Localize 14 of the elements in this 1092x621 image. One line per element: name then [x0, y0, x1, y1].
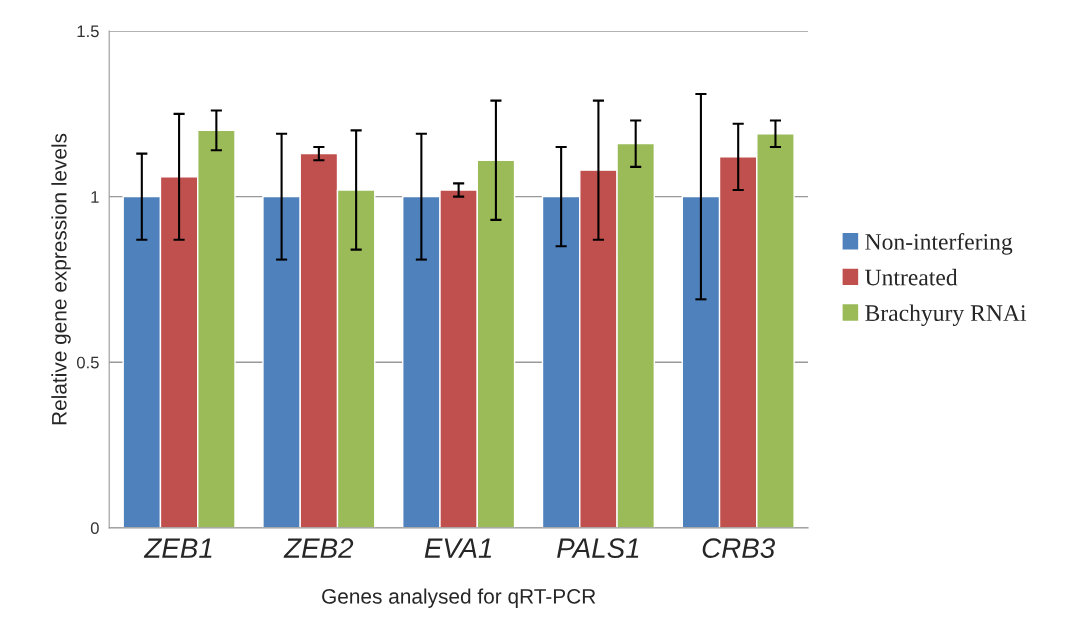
y-tick-label: 0	[90, 522, 99, 535]
x-tick-label: ZEB2	[283, 538, 354, 558]
y-axis-title: Relative gene expression levels	[51, 133, 71, 425]
y-tick-label: 1.5	[77, 25, 99, 38]
legend-label: Non-interfering	[865, 232, 1013, 255]
x-axis-title: Genes analysed for qRT-PCR	[322, 588, 596, 608]
x-tick-label: ZEB1	[143, 538, 212, 558]
y-tick-label: 1	[91, 191, 99, 203]
legend-label: Untreated	[865, 268, 958, 286]
x-tick-label: PALS1	[557, 538, 639, 558]
x-tick-label: CRB3	[702, 538, 775, 558]
y-tick-label: 0.5	[76, 356, 99, 369]
legend-label: Brachyury RNAi	[865, 304, 1027, 326]
x-tick-label: EVA1	[424, 538, 492, 558]
